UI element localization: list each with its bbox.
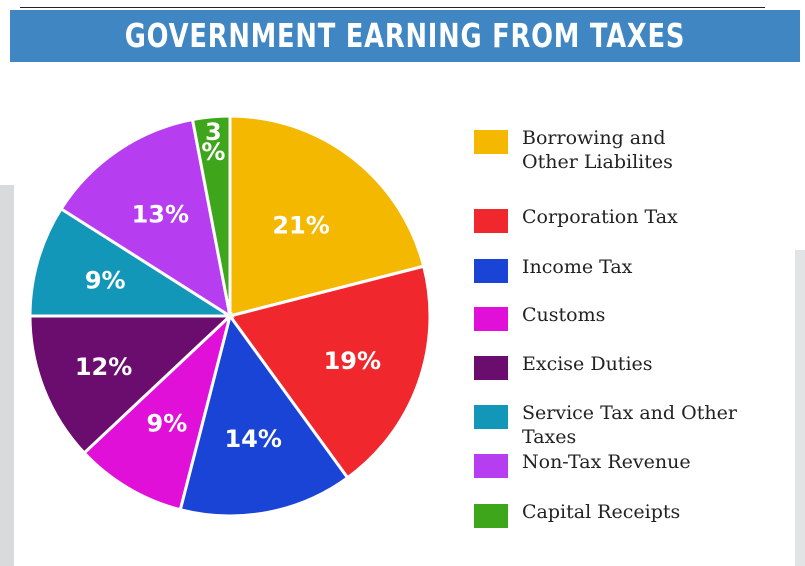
- legend-swatch: [474, 356, 508, 380]
- background-panel-left: [0, 185, 14, 566]
- legend-item-service-tax-and-other-taxes: Service Tax and Other Taxes: [474, 401, 794, 448]
- legend-label: Income Tax: [522, 256, 633, 278]
- legend-swatch: [474, 454, 508, 478]
- pie-slice-borrowing-and-other-liabilites: [228, 114, 426, 318]
- legend-swatch: [474, 209, 508, 233]
- legend-item-income-tax: Income Tax: [474, 255, 794, 285]
- slice-label-excise-duties: 12%: [75, 353, 132, 381]
- legend-item-non-tax-revenue: Non-Tax Revenue: [474, 450, 794, 480]
- legend-item-excise-duties: Excise Duties: [474, 352, 794, 382]
- slice-label-income-tax: 14%: [224, 425, 281, 453]
- pie-slice-corporation-tax: [227, 264, 432, 480]
- legend-label: Non-Tax Revenue: [522, 451, 691, 473]
- legend-item-capital-receipts: Capital Receipts: [474, 500, 794, 530]
- legend-label: Capital Receipts: [522, 501, 681, 523]
- slice-label-capital-receipts: 3%: [201, 118, 225, 166]
- legend-item-customs: Customs: [474, 303, 794, 333]
- legend-item-borrowing-and-other-liabilites: Borrowing and Other Liabilites: [474, 126, 794, 173]
- legend-item-corporation-tax: Corporation Tax: [474, 205, 794, 235]
- pie-slice-income-tax: [178, 312, 350, 518]
- top-strip: [20, 0, 765, 8]
- pie-slice-non-tax-revenue: [59, 117, 233, 320]
- legend-label: Borrowing and Other Liabilites: [522, 127, 673, 173]
- slice-label-borrowing-and-other-liabilites: 21%: [272, 211, 329, 239]
- pie-slice-excise-duties: [28, 314, 234, 456]
- slice-label-customs: 9%: [147, 410, 188, 438]
- legend-label: Service Tax and Other Taxes: [522, 402, 737, 448]
- legend-label: Customs: [522, 304, 606, 326]
- chart-title: GOVERNMENT EARNING FROM TAXES: [124, 16, 686, 55]
- pie-slice-customs: [82, 311, 233, 512]
- slice-label-corporation-tax: 19%: [324, 347, 381, 375]
- pie-slice-capital-receipts: [190, 114, 232, 317]
- slice-label-service-tax-and-other-taxes: 9%: [85, 267, 126, 295]
- legend-swatch: [474, 259, 508, 283]
- legend-label: Excise Duties: [522, 353, 653, 375]
- pie-slice-service-tax-and-other-taxes: [28, 206, 236, 318]
- background-panel-right: [795, 250, 805, 566]
- legend-swatch: [474, 130, 508, 154]
- legend-label: Corporation Tax: [522, 206, 678, 228]
- slice-label-non-tax-revenue: 13%: [132, 200, 189, 228]
- legend-swatch: [474, 504, 508, 528]
- legend-swatch: [474, 307, 508, 331]
- legend-swatch: [474, 405, 508, 429]
- title-banner: GOVERNMENT EARNING FROM TAXES: [10, 10, 800, 62]
